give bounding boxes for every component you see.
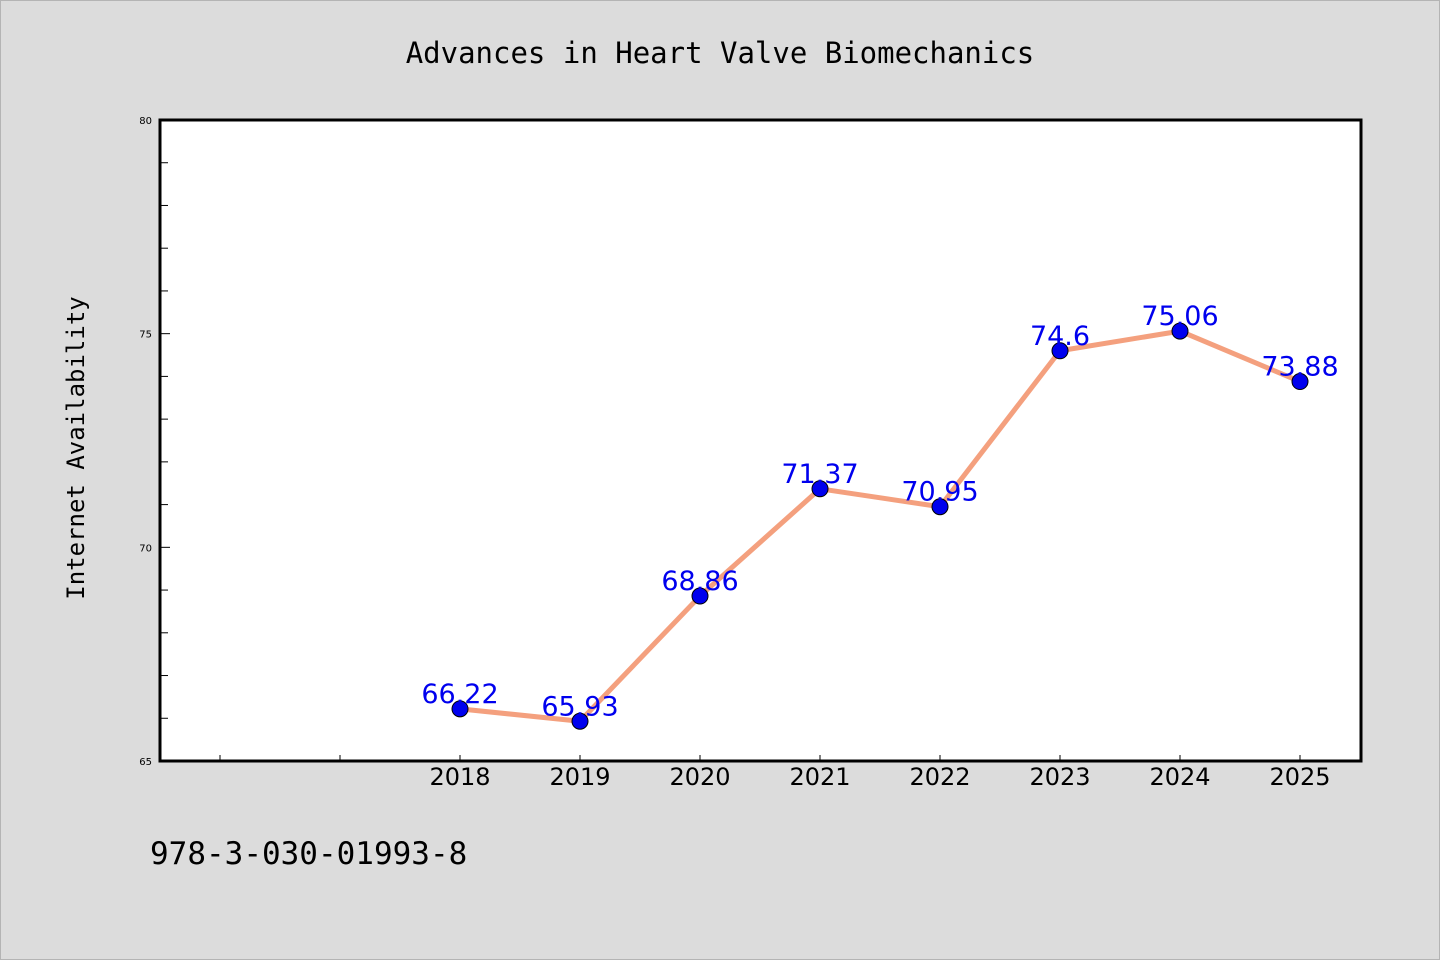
data-label: 73.88 — [1261, 352, 1338, 383]
data-label: 65.93 — [541, 691, 618, 722]
data-point — [811, 480, 829, 498]
data-label: 70.95 — [901, 477, 978, 508]
data-label: 68.86 — [661, 566, 738, 597]
data-point — [1291, 373, 1309, 391]
y-tick-label: 65 — [139, 757, 152, 768]
chart-title: Advances in Heart Valve Biomechanics — [406, 36, 1035, 70]
y-tick-label: 70 — [139, 543, 152, 554]
x-axis-ticks: 2018 2019 2020 2021 2022 2023 2024 2025 — [219, 755, 1331, 791]
plot-frame — [158, 118, 1363, 763]
x-tick-label: 2025 — [1269, 763, 1330, 791]
x-tick-label: 2018 — [429, 763, 490, 791]
x-tick-label: 2024 — [1149, 763, 1210, 791]
data-label: 74.6 — [1030, 321, 1090, 352]
y-tick-label: 80 — [139, 116, 152, 127]
data-point — [1051, 342, 1069, 360]
x-tick-label: 2019 — [549, 763, 610, 791]
data-series: 66.22 65.93 68.86 71.37 70.95 74.6 75.06 73.88 — [421, 301, 1339, 730]
x-tick-label: 2022 — [909, 763, 970, 791]
data-point — [691, 587, 709, 605]
series-line — [457, 328, 1303, 724]
x-tick-label: 2020 — [669, 763, 730, 791]
data-label: 71.37 — [781, 459, 858, 490]
footer-isbn: 978-3-030-01993-8 — [150, 836, 467, 872]
data-point — [451, 700, 469, 718]
data-label: 75.06 — [1141, 301, 1218, 332]
data-label: 66.22 — [421, 679, 498, 710]
data-point — [1171, 322, 1189, 340]
y-axis-label: Internet Availability — [62, 296, 90, 599]
plot-area — [160, 120, 1361, 761]
x-tick-label: 2021 — [789, 763, 850, 791]
x-tick-label: 2023 — [1029, 763, 1090, 791]
y-tick-label: 75 — [139, 330, 152, 341]
data-point — [931, 498, 949, 516]
data-point — [571, 712, 589, 730]
